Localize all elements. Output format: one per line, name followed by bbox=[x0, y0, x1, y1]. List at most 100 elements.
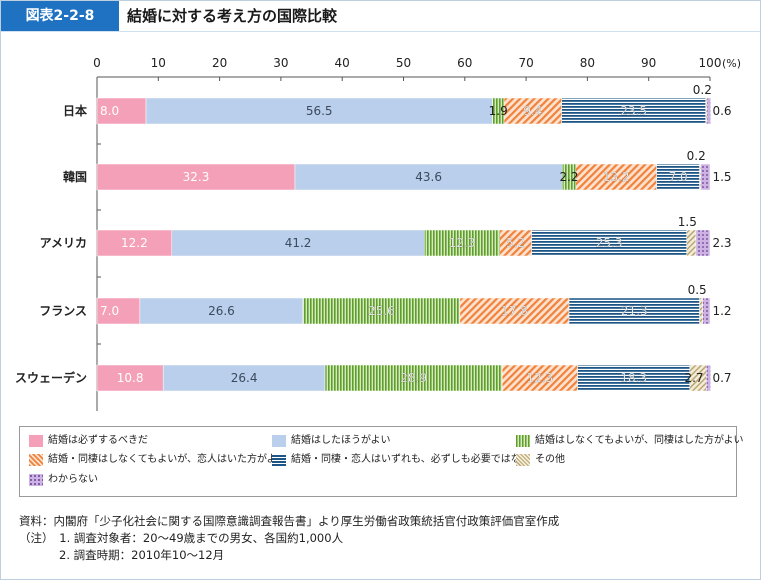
data-label: 56.5 bbox=[306, 104, 333, 118]
legend-swatch bbox=[272, 454, 286, 466]
x-unit-label: (%) bbox=[722, 57, 741, 70]
category-label: フランス bbox=[39, 304, 87, 318]
category-label: 日本 bbox=[63, 103, 87, 118]
bar-segment bbox=[575, 163, 657, 191]
bar-segment bbox=[96, 163, 296, 191]
data-label: 21.3 bbox=[621, 304, 648, 318]
data-label: 7.0 bbox=[100, 304, 119, 318]
bar-segment bbox=[139, 297, 304, 325]
data-label: 23.5 bbox=[620, 104, 647, 118]
stacked-bar-chart: 0 10 20 30 40 50 60 70 80 90 100 (%) 日本 8.0 56.5 1.9 9.… bbox=[15, 56, 741, 411]
bar-segment bbox=[503, 97, 562, 125]
note-1: （注） 1. 調査対象者：20〜49歳までの男女、各国約1,000人 bbox=[19, 531, 344, 545]
legend-label: 結婚・同棲はしなくてもよいが、恋人はいた方がよい bbox=[48, 454, 287, 465]
data-label: 10.8 bbox=[117, 371, 144, 385]
figure-title: 結婚に対する考え方の国際比較 bbox=[127, 7, 338, 25]
data-label: 43.6 bbox=[415, 170, 442, 184]
bar-segment bbox=[699, 297, 703, 325]
legend-swatch bbox=[272, 435, 286, 447]
bar-segment bbox=[324, 364, 503, 392]
data-label: 41.2 bbox=[285, 236, 312, 250]
bar-segment bbox=[499, 229, 532, 257]
legend-label: その他 bbox=[535, 454, 565, 465]
bar-segment bbox=[96, 364, 164, 392]
x-tick-label: 80 bbox=[580, 56, 595, 70]
legend-swatch bbox=[29, 435, 43, 447]
data-label: 0.6 bbox=[712, 104, 731, 118]
x-tick-label: 10 bbox=[151, 56, 166, 70]
data-label: 1.2 bbox=[712, 304, 731, 318]
legend-label: 結婚・同棲・恋人はいずれも、必ずしも必要ではない bbox=[291, 454, 531, 465]
data-label: 1.5 bbox=[712, 170, 731, 184]
data-label: 5.2 bbox=[506, 236, 525, 250]
legend-swatch bbox=[29, 454, 43, 466]
legend-swatch bbox=[516, 454, 530, 466]
x-tick-label: 40 bbox=[335, 56, 350, 70]
x-tick-label: 0 bbox=[93, 56, 101, 70]
bar-segment bbox=[577, 364, 691, 392]
category-label: スウェーデン bbox=[15, 370, 87, 385]
legend-swatch bbox=[516, 435, 530, 447]
category-label: アメリカ bbox=[40, 236, 87, 250]
x-tick-label: 90 bbox=[641, 56, 656, 70]
bar-segment bbox=[695, 229, 711, 257]
source-note: 資料：内閣府「少子化社会に関する国際意識調査報告書」より厚生労働省政策統括官付政… bbox=[19, 514, 560, 528]
data-label: 17.8 bbox=[501, 304, 528, 318]
bar-segment bbox=[459, 297, 570, 325]
data-label: 25.3 bbox=[596, 236, 623, 250]
x-tick-label: 50 bbox=[396, 56, 411, 70]
data-label: 1.5 bbox=[678, 215, 697, 229]
legend-label: 結婚はしたほうがよい bbox=[291, 435, 391, 446]
legend-swatch bbox=[29, 474, 43, 486]
data-label: 13.2 bbox=[603, 170, 630, 184]
x-tick-label: 30 bbox=[273, 56, 288, 70]
data-label: 1.9 bbox=[489, 104, 508, 118]
data-label: 2.3 bbox=[712, 236, 731, 250]
chart-area: 0 10 20 30 40 50 60 70 80 90 100 (%) 日本 8.0 56.5 1.9 9.… bbox=[1, 41, 760, 430]
bar-segment bbox=[171, 229, 425, 257]
data-label: 0.2 bbox=[693, 83, 712, 97]
bar-segment bbox=[706, 364, 711, 392]
source-notes: 資料：内閣府「少子化社会に関する国際意識調査報告書」より厚生労働省政策統括官付政… bbox=[19, 513, 559, 564]
bar-segment bbox=[686, 229, 697, 257]
bar-segment bbox=[700, 163, 711, 191]
data-label: 0.7 bbox=[712, 371, 731, 385]
bar-segment bbox=[531, 229, 687, 257]
bar-segment bbox=[656, 163, 700, 191]
bar-segment bbox=[162, 364, 326, 392]
data-label: 12.3 bbox=[449, 236, 476, 250]
bar-segment bbox=[424, 229, 500, 257]
data-label: 32.3 bbox=[183, 170, 210, 184]
figure-number-badge: 図表2-2-8 bbox=[1, 1, 119, 31]
data-label: 25.6 bbox=[368, 304, 395, 318]
bar-segment bbox=[706, 97, 711, 125]
data-label: 0.5 bbox=[688, 283, 707, 297]
legend-label: 結婚はしなくてもよいが、同棲はした方がよい bbox=[535, 435, 744, 446]
bar-segment bbox=[145, 97, 493, 125]
data-label: 2.7 bbox=[684, 371, 703, 385]
bar-segment bbox=[96, 97, 147, 125]
data-label: 12.3 bbox=[527, 371, 554, 385]
bar-segment bbox=[294, 163, 563, 191]
bar-segment bbox=[702, 297, 711, 325]
category-label: 韓国 bbox=[63, 169, 87, 184]
bar-segment bbox=[568, 297, 700, 325]
data-label: 2.2 bbox=[559, 170, 578, 184]
bar-segment bbox=[96, 229, 173, 257]
note-2: 2. 調査時期：2010年10〜12月 bbox=[59, 548, 225, 562]
data-label: 12.2 bbox=[121, 236, 148, 250]
data-label: 7.0 bbox=[669, 170, 688, 184]
x-tick-label: 100 bbox=[699, 56, 722, 70]
bar-segment bbox=[561, 97, 706, 125]
figure-header: 図表2-2-8 結婚に対する考え方の国際比較 bbox=[1, 1, 760, 32]
bar-segment bbox=[96, 297, 141, 325]
data-label: 18.3 bbox=[620, 371, 647, 385]
data-label: 8.0 bbox=[100, 104, 119, 118]
data-label: 26.4 bbox=[231, 371, 258, 385]
chart-legend: 結婚は必ずするべきだ 結婚はしたほうがよい 結婚はしなくてもよいが、同棲はした方がよ… bbox=[19, 426, 744, 497]
data-label: 28.9 bbox=[400, 371, 427, 385]
x-tick-label: 60 bbox=[457, 56, 472, 70]
data-label: 9.4 bbox=[523, 104, 542, 118]
legend-label: わからない bbox=[48, 474, 98, 485]
